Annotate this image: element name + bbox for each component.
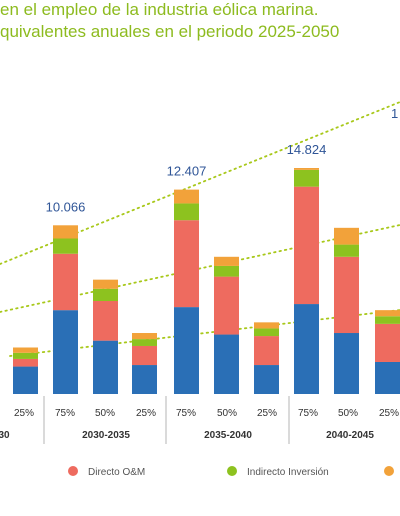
bar-segment-directo_om <box>334 256 359 334</box>
bar-segment-indirecto_inversion <box>294 169 319 187</box>
bar-segment-directo_inversion <box>254 365 279 394</box>
legend-label: Indirecto Inversión <box>247 467 329 478</box>
bar-segment-directo_om <box>214 276 239 335</box>
bar-segment-directo_inversion <box>93 340 118 394</box>
bar-segment-directo_om <box>174 220 199 308</box>
bar-segment-directo_om <box>375 323 400 362</box>
scenario-tick-label: 75% <box>55 408 75 419</box>
bar-segment-indirecto_inversion <box>53 238 78 254</box>
chart-title-line-1: en el empleo de la industria eólica mari… <box>0 0 319 19</box>
total-data-label: 1 <box>391 106 398 121</box>
scenario-tick-label: 50% <box>95 408 115 419</box>
bar-segment-directo_inversion <box>375 361 400 394</box>
bar-segment-directo_inversion <box>334 333 359 394</box>
legend-label: Directo O&M <box>88 467 145 478</box>
bar-segment-indirecto_inversion <box>375 316 400 324</box>
bar-segment-indirecto_inversion <box>214 265 239 277</box>
period-tick-label: 2035-2040 <box>204 430 252 441</box>
bar-segment-indirecto_om <box>375 310 400 317</box>
chart-title-line-2: quivalentes anuales en el periodo 2025-2… <box>0 22 340 41</box>
bar-segment-directo_om <box>132 345 157 366</box>
bar-segment-indirecto_inversion <box>174 203 199 221</box>
bar-segment-directo_om <box>254 336 279 366</box>
bar-segment-indirecto_om <box>13 347 38 353</box>
bar-segment-directo_inversion <box>13 366 38 394</box>
bar-segment-directo_inversion <box>174 307 199 394</box>
bar-segment-indirecto_inversion <box>334 244 359 257</box>
total-data-label: 10.066 <box>46 199 86 214</box>
legend-swatch <box>68 466 78 476</box>
total-data-label: 12.407 <box>167 164 207 179</box>
bar-segment-indirecto_om <box>214 256 239 266</box>
bar-segment-directo_inversion <box>294 304 319 394</box>
bar-segment-indirecto_om <box>132 333 157 340</box>
bar-segment-directo_om <box>294 186 319 305</box>
bar-segment-indirecto_om <box>294 168 319 170</box>
scenario-tick-label: 25% <box>257 408 277 419</box>
bar-segment-directo_om <box>13 358 38 367</box>
bar-segment-directo_inversion <box>132 365 157 394</box>
period-tick-label: 30 <box>0 430 10 441</box>
scenario-tick-label: 50% <box>217 408 237 419</box>
scenario-tick-label: 25% <box>14 408 34 419</box>
period-tick-label: 2040-2045 <box>326 430 374 441</box>
bar-segment-indirecto_inversion <box>93 288 118 302</box>
bar-segment-directo_om <box>93 301 118 341</box>
scenario-tick-label: 25% <box>136 408 156 419</box>
legend-swatch <box>227 466 237 476</box>
legend-swatch <box>384 466 394 476</box>
bar-segment-indirecto_om <box>53 225 78 239</box>
bar-segment-indirecto_om <box>93 279 118 289</box>
bar-segment-directo_inversion <box>214 334 239 394</box>
bar-segment-directo_om <box>53 253 78 311</box>
scenario-tick-label: 50% <box>338 408 358 419</box>
bar-segment-indirecto_inversion <box>13 352 38 359</box>
bar-segment-indirecto_om <box>334 227 359 245</box>
scenario-tick-label: 25% <box>379 408 399 419</box>
period-tick-label: 2030-2035 <box>82 430 130 441</box>
bar-segment-indirecto_inversion <box>132 339 157 346</box>
bar-segment-directo_inversion <box>53 310 78 394</box>
bar-segment-indirecto_om <box>174 189 199 204</box>
bar-segment-indirecto_inversion <box>254 328 279 337</box>
total-data-label: 14.824 <box>287 142 327 157</box>
bar-segment-indirecto_om <box>254 322 279 329</box>
scenario-tick-label: 75% <box>176 408 196 419</box>
scenario-tick-label: 75% <box>298 408 318 419</box>
